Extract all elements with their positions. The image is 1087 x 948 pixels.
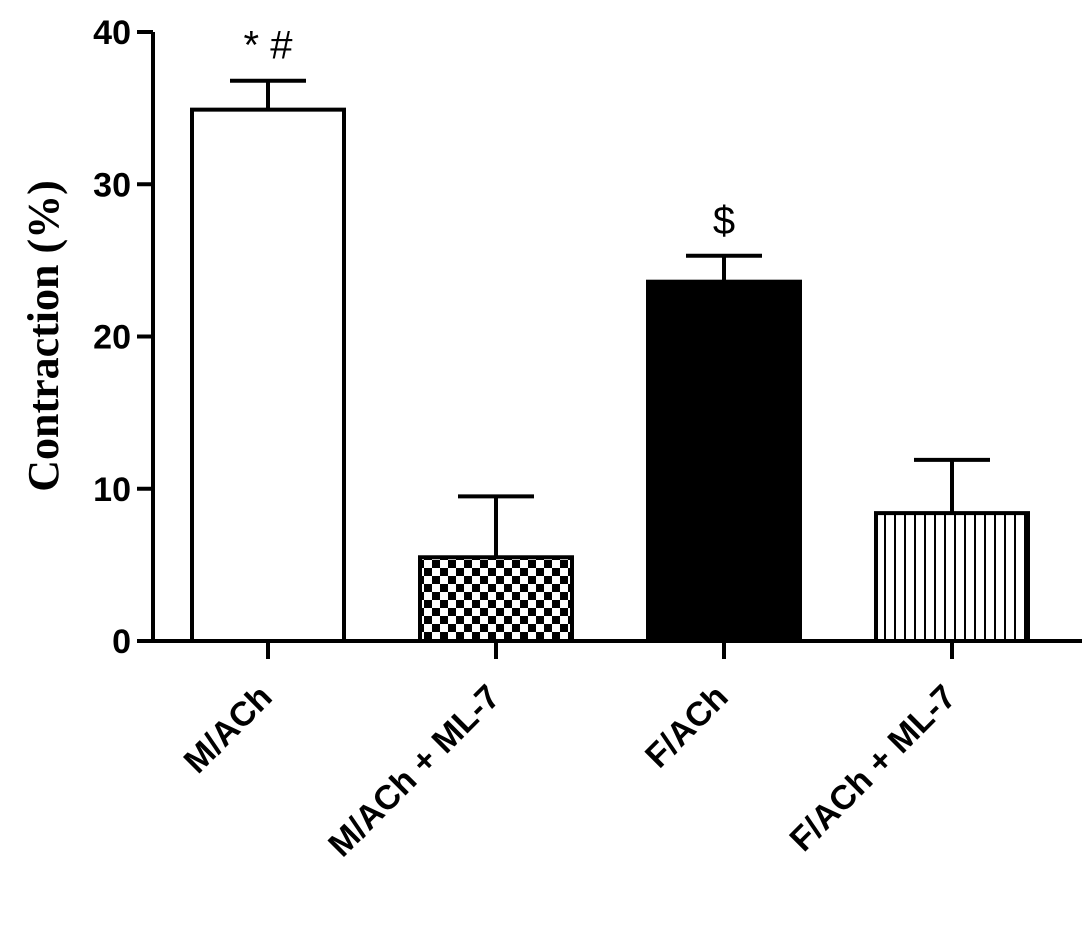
- bars: [190, 107, 1030, 644]
- bar: [646, 279, 802, 643]
- significance-marker: * #: [244, 24, 294, 68]
- y-axis: 0 10 20 30 40: [93, 14, 155, 661]
- x-tick-labels: M/ACh M/ACh + ML-7 F/ACh F/ACh + ML-7: [177, 678, 964, 864]
- y-tick-label: 40: [93, 14, 131, 52]
- y-axis-title: Contraction (%): [19, 180, 68, 492]
- bar: [874, 511, 1030, 643]
- bar: [418, 555, 574, 644]
- error-bars: [230, 78, 990, 558]
- x-tick-label: M/ACh: [177, 678, 280, 781]
- significance-marker: $: [713, 199, 735, 243]
- x-tick-label: F/ACh + ML-7: [783, 678, 964, 859]
- significance-annotations: * # $: [244, 24, 736, 243]
- y-tick-label: 30: [93, 166, 131, 204]
- x-axis: [153, 639, 1082, 659]
- y-tick-label: 10: [93, 471, 131, 509]
- x-tick-label: F/ACh: [638, 678, 736, 776]
- bar: [190, 107, 346, 643]
- y-tick-label: 20: [93, 319, 131, 357]
- y-tick-label: 0: [112, 623, 131, 661]
- x-tick-label: M/ACh + ML-7: [321, 678, 507, 864]
